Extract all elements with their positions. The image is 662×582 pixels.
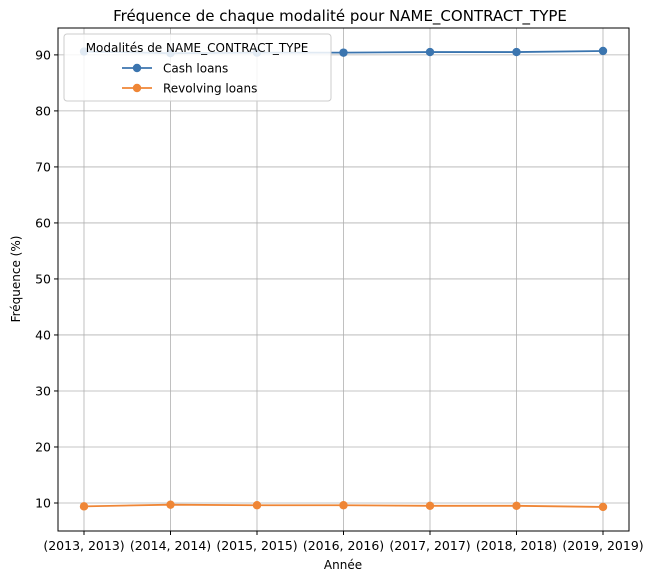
x-tick-label: (2013, 2013): [43, 538, 124, 553]
y-tick-label: 20: [35, 439, 51, 454]
data-point: [79, 502, 89, 511]
y-tick-label: 30: [35, 383, 51, 398]
legend-marker: [132, 83, 142, 93]
chart-title: Fréquence de chaque modalité pour NAME_C…: [113, 7, 567, 26]
x-axis-label: Année: [324, 558, 362, 572]
legend-title: Modalités de NAME_CONTRACT_TYPE: [86, 41, 309, 55]
y-tick-label: 50: [35, 271, 51, 286]
data-point: [339, 48, 348, 57]
data-point: [339, 501, 348, 510]
data-point: [252, 501, 262, 510]
data-point: [512, 501, 521, 510]
data-point: [425, 47, 435, 57]
y-tick-label: 40: [35, 327, 51, 342]
data-point: [598, 46, 608, 56]
y-axis: 10 20 30 40 50 60 70 80 90: [35, 47, 58, 510]
legend: Modalités de NAME_CONTRACT_TYPE Cash loa…: [63, 33, 332, 102]
data-point: [512, 47, 521, 57]
data-point: [598, 502, 608, 512]
data-point: [166, 500, 175, 509]
x-tick-label: (2015, 2015): [216, 538, 297, 553]
legend-box: [63, 33, 332, 102]
x-tick-label: (2014, 2014): [130, 538, 211, 553]
x-tick-label: (2019, 2019): [562, 538, 643, 553]
y-tick-label: 90: [35, 47, 51, 62]
y-tick-label: 10: [35, 495, 51, 510]
x-axis: (2013, 2013) (2014, 2014) (2015, 2015) (201…: [43, 531, 644, 553]
legend-label: Revolving loans: [163, 82, 257, 96]
y-axis-label: Fréquence (%): [9, 236, 23, 323]
legend-label: Cash loans: [163, 62, 228, 76]
legend-entries: Cash loans Revolving loans: [122, 62, 257, 96]
y-tick-label: 60: [35, 215, 51, 230]
x-tick-label: (2018, 2018): [476, 538, 557, 553]
data-point: [425, 501, 435, 510]
x-tick-label: (2016, 2016): [303, 538, 384, 553]
y-tick-label: 70: [35, 159, 51, 174]
y-tick-label: 80: [35, 103, 51, 118]
legend-marker: [132, 63, 142, 73]
x-tick-label: (2017, 2017): [389, 538, 470, 553]
